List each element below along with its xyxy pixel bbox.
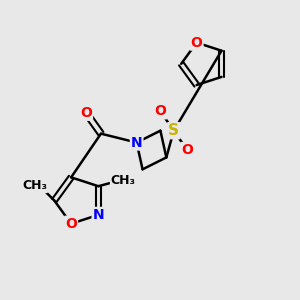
Text: N: N (131, 136, 142, 150)
Text: CH₃: CH₃ (111, 174, 136, 188)
Text: O: O (181, 143, 193, 157)
Text: O: O (154, 104, 166, 118)
Text: O: O (191, 36, 203, 50)
Text: CH₃: CH₃ (22, 179, 47, 192)
Text: O: O (65, 217, 77, 231)
Text: S: S (168, 123, 179, 138)
Text: O: O (80, 106, 92, 120)
Text: N: N (93, 208, 104, 222)
